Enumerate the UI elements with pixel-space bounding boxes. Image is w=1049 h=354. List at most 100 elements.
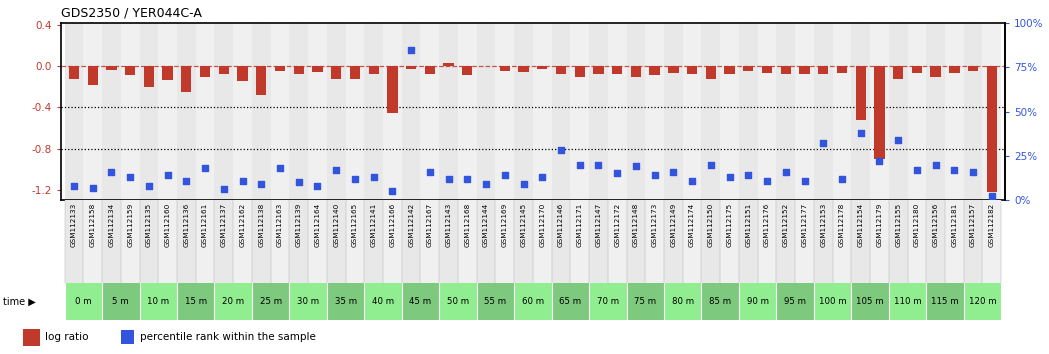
Bar: [476, 200, 495, 283]
Bar: [196, 200, 214, 283]
Bar: [630, 66, 641, 76]
Bar: [738, 23, 757, 200]
Point: [927, 162, 944, 167]
Bar: [514, 283, 552, 320]
Bar: [833, 23, 852, 200]
Text: GSM112165: GSM112165: [351, 202, 358, 247]
Point: [796, 178, 813, 183]
Bar: [421, 23, 440, 200]
Bar: [818, 66, 829, 74]
Point: [590, 162, 606, 167]
Bar: [444, 63, 454, 66]
Text: 70 m: 70 m: [597, 297, 619, 306]
Text: 45 m: 45 m: [409, 297, 431, 306]
Text: GSM112182: GSM112182: [989, 202, 994, 247]
Bar: [702, 283, 738, 320]
Text: GSM112174: GSM112174: [689, 202, 695, 247]
Point: [608, 171, 625, 176]
Bar: [271, 23, 290, 200]
Text: 80 m: 80 m: [671, 297, 693, 306]
Bar: [294, 66, 304, 74]
Point: [553, 148, 570, 153]
Bar: [252, 200, 271, 283]
Bar: [926, 283, 964, 320]
Point: [272, 165, 288, 171]
Bar: [814, 283, 852, 320]
Bar: [837, 66, 848, 73]
Bar: [140, 200, 158, 283]
Bar: [702, 23, 721, 200]
Bar: [402, 283, 440, 320]
Text: GSM112162: GSM112162: [239, 202, 245, 247]
Text: GSM112167: GSM112167: [427, 202, 433, 247]
Point: [852, 130, 869, 136]
Text: GSM112149: GSM112149: [670, 202, 677, 247]
Bar: [83, 200, 102, 283]
Point: [665, 169, 682, 175]
Point: [815, 141, 832, 146]
Bar: [776, 23, 795, 200]
Text: GSM112146: GSM112146: [558, 202, 564, 247]
Text: GSM112148: GSM112148: [633, 202, 639, 247]
Text: GSM112133: GSM112133: [71, 202, 77, 247]
Bar: [290, 23, 308, 200]
Bar: [514, 23, 533, 200]
Bar: [65, 200, 83, 283]
Bar: [233, 23, 252, 200]
Bar: [889, 283, 926, 320]
Bar: [983, 23, 1001, 200]
Point: [496, 172, 513, 178]
Bar: [65, 283, 102, 320]
Text: GSM112134: GSM112134: [108, 202, 114, 247]
Point: [291, 179, 307, 185]
Bar: [308, 23, 327, 200]
Text: 120 m: 120 m: [968, 297, 997, 306]
Text: GSM112141: GSM112141: [370, 202, 377, 247]
Bar: [537, 66, 548, 69]
Bar: [738, 200, 757, 283]
Bar: [626, 23, 645, 200]
Text: GSM112150: GSM112150: [708, 202, 714, 247]
Bar: [983, 200, 1001, 283]
Text: 100 m: 100 m: [819, 297, 847, 306]
Bar: [762, 66, 772, 73]
Bar: [495, 200, 514, 283]
Point: [946, 167, 963, 173]
Text: 115 m: 115 m: [932, 297, 959, 306]
Bar: [406, 66, 416, 69]
Point: [534, 174, 551, 180]
Text: GSM112159: GSM112159: [127, 202, 133, 247]
Text: GSM112178: GSM112178: [839, 202, 845, 247]
Bar: [590, 283, 626, 320]
Bar: [687, 66, 698, 74]
Bar: [889, 200, 907, 283]
Bar: [252, 23, 271, 200]
Bar: [556, 66, 566, 74]
Bar: [949, 66, 960, 73]
Bar: [607, 200, 626, 283]
Text: GSM112166: GSM112166: [389, 202, 395, 247]
Bar: [664, 200, 683, 283]
Bar: [683, 200, 702, 283]
Bar: [612, 66, 622, 74]
Point: [834, 176, 851, 182]
Bar: [383, 200, 402, 283]
Bar: [964, 23, 983, 200]
Bar: [440, 23, 458, 200]
Bar: [594, 66, 603, 74]
Bar: [795, 200, 814, 283]
Bar: [387, 66, 398, 113]
Bar: [626, 200, 645, 283]
Bar: [814, 23, 833, 200]
Bar: [571, 23, 590, 200]
Bar: [140, 283, 177, 320]
Bar: [776, 200, 795, 283]
Text: GSM112157: GSM112157: [970, 202, 977, 247]
Bar: [196, 23, 214, 200]
Text: 5 m: 5 m: [112, 297, 129, 306]
Text: GSM112158: GSM112158: [89, 202, 95, 247]
Point: [572, 162, 588, 167]
Text: GSM112170: GSM112170: [539, 202, 545, 247]
Bar: [345, 23, 364, 200]
Point: [740, 172, 756, 178]
